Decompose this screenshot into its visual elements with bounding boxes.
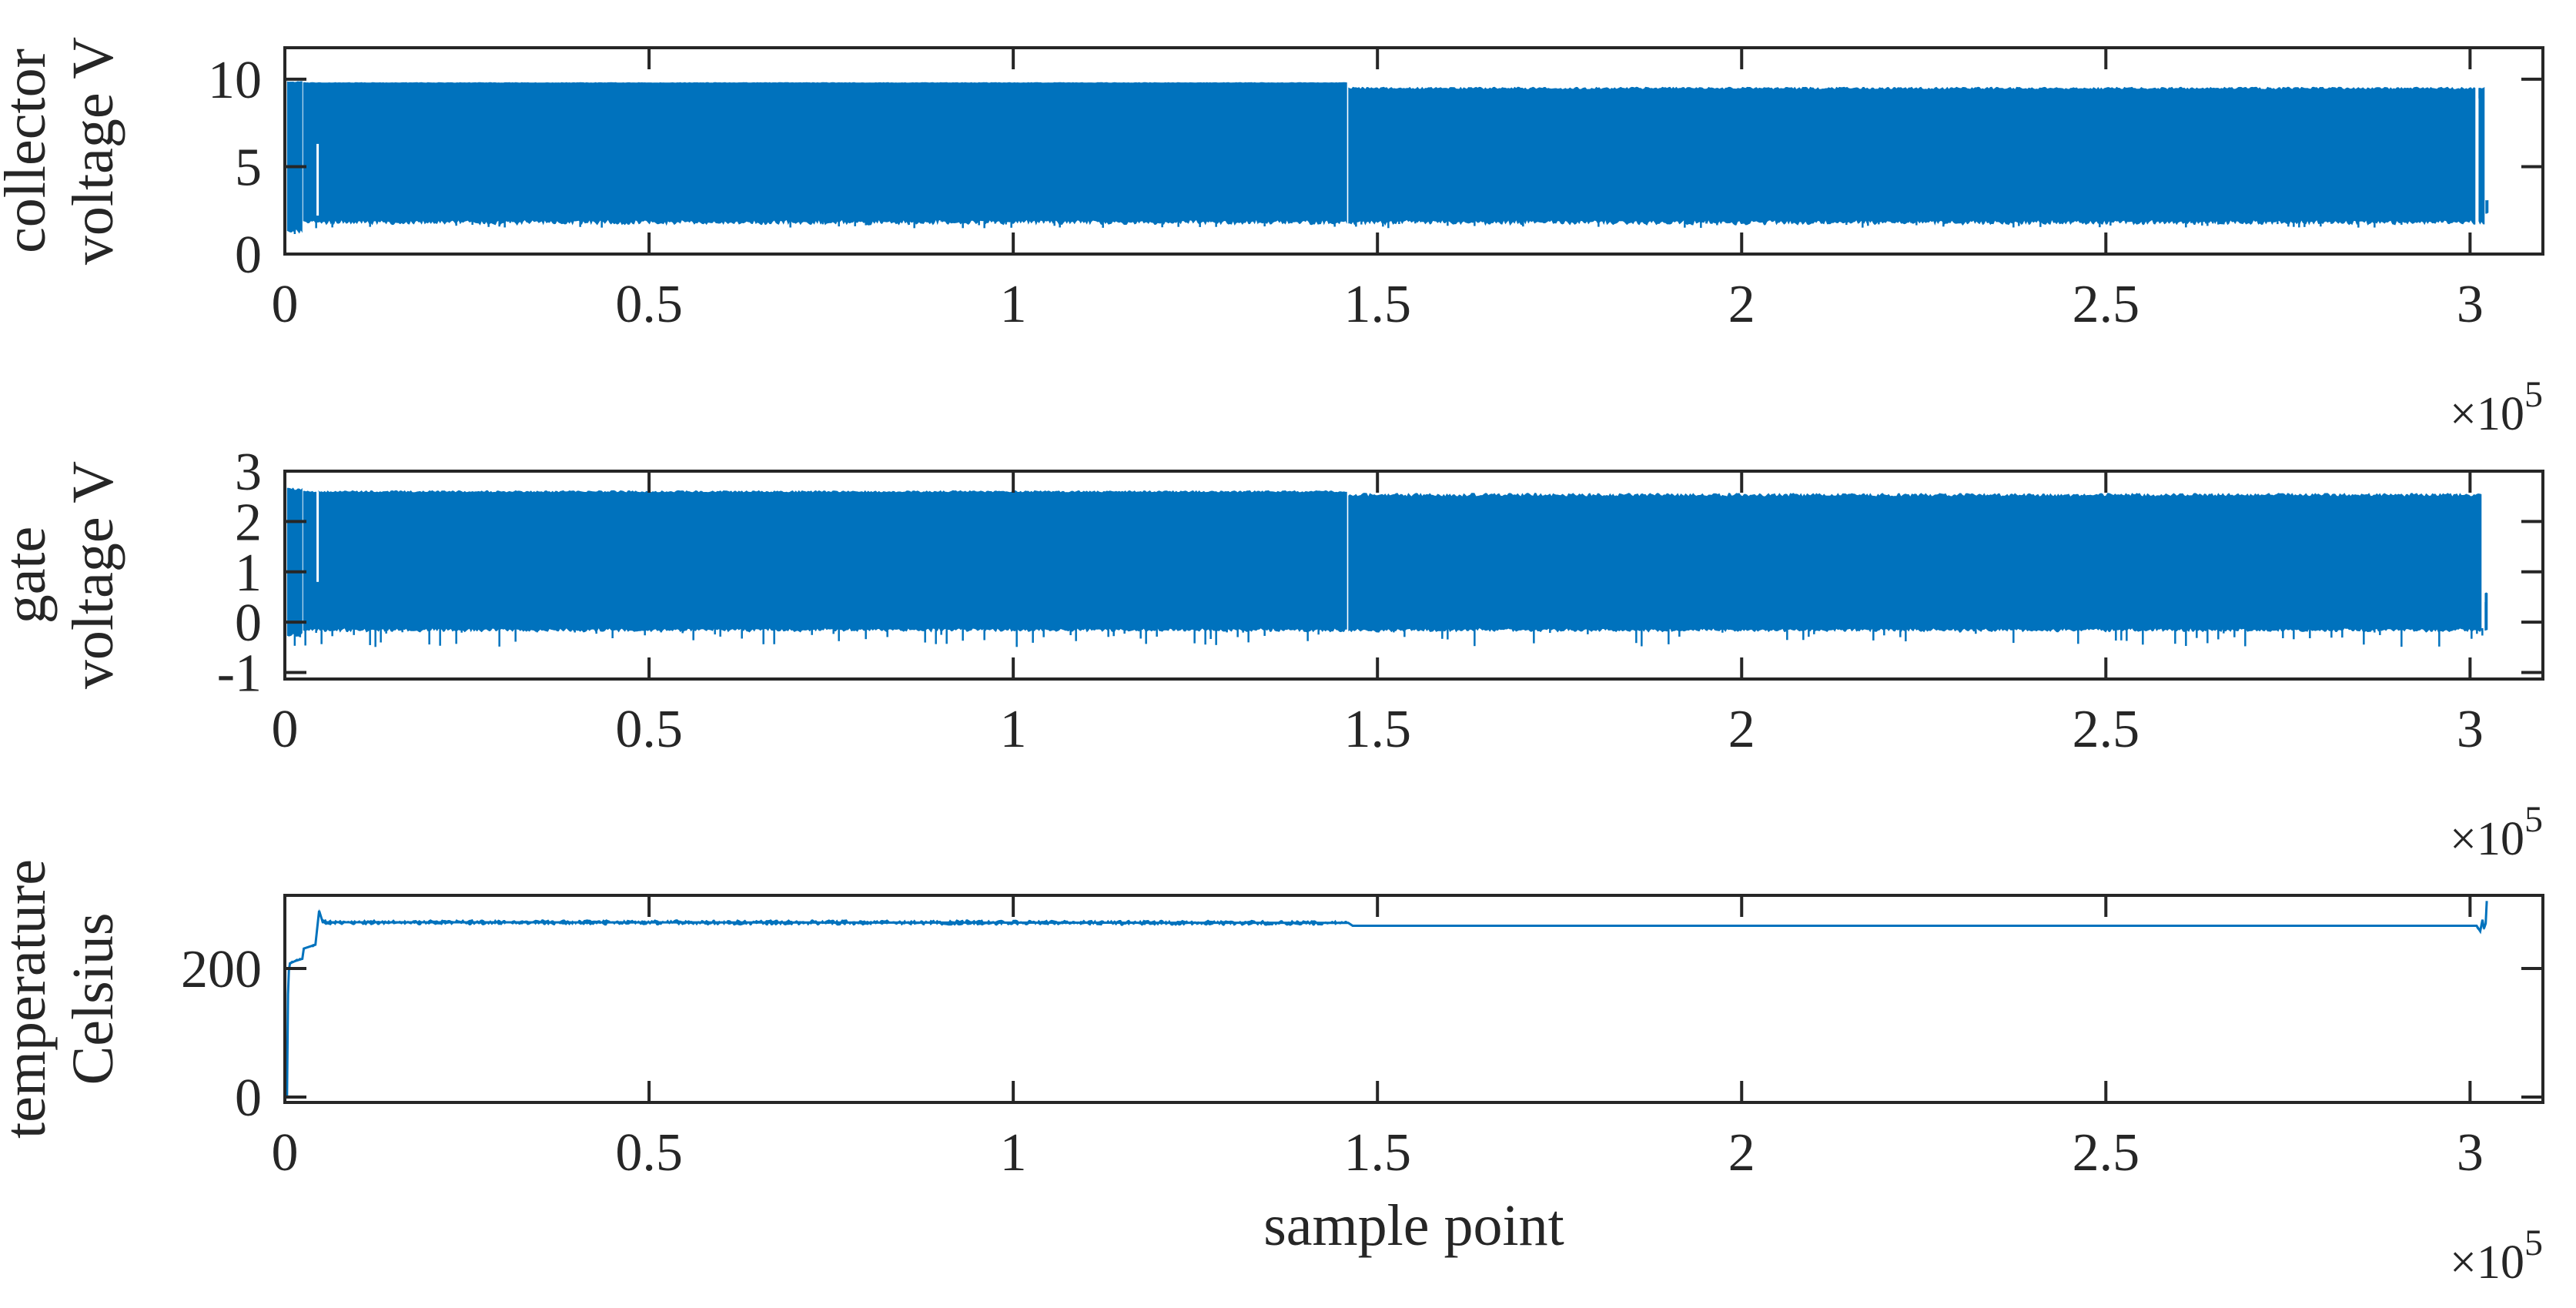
gate-voltage-series [286, 487, 2488, 647]
x-axis-label: sample point [1263, 1193, 1564, 1258]
y-axis-label-line: temperature [0, 859, 58, 1139]
x-tick-label: 2.5 [2073, 1123, 2140, 1183]
axes-box [283, 470, 2544, 681]
x-tick-label: 2.5 [2073, 275, 2140, 334]
y-tick-label: 0 [235, 594, 262, 653]
x-axis-exponent: ×105 [2450, 374, 2543, 440]
x-tick-label: 1 [1000, 700, 1027, 759]
y-axis-label-line: Celsius [61, 913, 125, 1086]
tick-marks [283, 48, 2543, 256]
x-tick-label: 0.5 [615, 700, 683, 759]
waveform-band [303, 82, 1347, 226]
x-tick-label: 1.5 [1343, 1123, 1411, 1183]
y-tick-label: 5 [235, 138, 262, 197]
waveform-gap [2482, 501, 2485, 602]
waveform-gap [316, 143, 319, 216]
x-tick-label: 1 [1000, 1123, 1027, 1183]
x-tick-label: 0.5 [615, 1123, 683, 1183]
waveform-band [2484, 592, 2488, 631]
x-tick-label: 2 [1728, 700, 1755, 759]
y-tick-label: 0 [235, 226, 262, 285]
collector-voltage-series [286, 81, 2489, 235]
tick-marks [283, 470, 2543, 679]
axes-box [283, 894, 2544, 1104]
waveform-gap [316, 491, 319, 582]
temperature-series [286, 901, 2488, 1099]
waveform-band [286, 487, 303, 637]
y-tick-label: -1 [217, 644, 262, 704]
waveform-band [303, 490, 1347, 633]
x-tick-label: 3 [2457, 275, 2484, 334]
x-axis-exponent: ×105 [2450, 799, 2543, 865]
x-tick-label: 3 [2457, 1123, 2484, 1183]
x-tick-label: 2 [1728, 275, 1755, 334]
y-axis-label-line: collector [0, 49, 58, 253]
waveform-band [2485, 199, 2489, 214]
x-tick-label: 0 [272, 1123, 299, 1183]
axes-box [283, 46, 2544, 256]
waveform-band [1348, 493, 2482, 633]
waveform-band [286, 81, 303, 234]
y-axis-label-line: voltage V [61, 37, 125, 265]
waveform-gap [2476, 98, 2479, 223]
temperature-line [286, 901, 2488, 1098]
temperature-subplot: 0 0.5 1 1.5 2 2.5 3 0 200 ×105 temperature Celsius s… [0, 859, 2544, 1289]
x-tick-label: 1 [1000, 275, 1027, 334]
y-axis-label-line: gate [0, 527, 58, 624]
y-axis-label-line: voltage V [61, 461, 125, 689]
x-tick-label: 3 [2457, 700, 2484, 759]
x-tick-label: 2.5 [2073, 700, 2140, 759]
y-tick-label: 10 [208, 51, 262, 110]
collector-voltage-subplot: 0 0.5 1 1.5 2 2.5 3 0 5 10 ×105 collector voltage V [0, 37, 2544, 440]
y-tick-label: 2 [235, 493, 262, 552]
y-tick-label: 0 [235, 1069, 262, 1128]
x-tick-label: 0.5 [615, 275, 683, 334]
waveform-band [1348, 86, 2476, 226]
y-tick-label: 1 [235, 544, 262, 603]
x-tick-label: 1.5 [1343, 700, 1411, 759]
x-tick-label: 0 [272, 700, 299, 759]
x-axis-exponent: ×105 [2450, 1223, 2543, 1289]
x-tick-label: 0 [272, 275, 299, 334]
x-tick-label: 1.5 [1343, 275, 1411, 334]
waveform-band [2478, 87, 2485, 225]
y-tick-label: 200 [181, 940, 262, 999]
tick-marks [283, 895, 2543, 1102]
x-tick-label: 2 [1728, 1123, 1755, 1183]
y-tick-label: 3 [235, 443, 262, 502]
